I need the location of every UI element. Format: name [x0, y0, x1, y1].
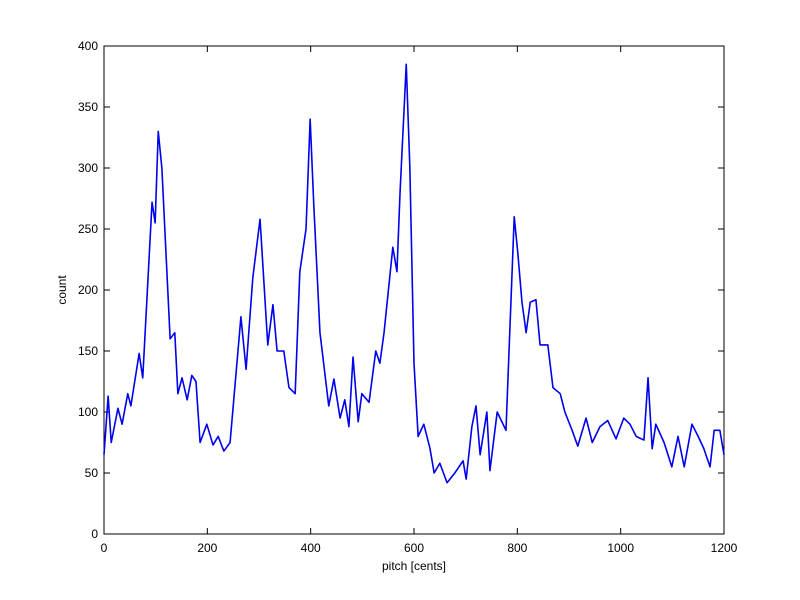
x-tick-label: 600: [404, 541, 424, 555]
y-tick-label: 100: [78, 405, 98, 419]
x-axis-label: pitch [cents]: [382, 559, 446, 573]
x-tick-label: 1200: [711, 541, 738, 555]
y-tick-label: 250: [78, 222, 98, 236]
data-line: [103, 63, 725, 484]
y-tick-label: 50: [85, 466, 99, 480]
y-tick-label: 300: [78, 161, 98, 175]
x-tick-label: 800: [507, 541, 527, 555]
y-tick-label: 350: [78, 100, 98, 114]
y-tick-label: 0: [91, 527, 98, 541]
x-tick-label: 400: [301, 541, 321, 555]
y-axis-label: count: [55, 275, 69, 305]
y-tick-label: 150: [78, 344, 98, 358]
x-tick-label: 200: [197, 541, 217, 555]
x-tick-label: 1000: [607, 541, 634, 555]
y-tick-label: 400: [78, 39, 98, 53]
y-tick-label: 200: [78, 283, 98, 297]
x-tick-label: 0: [101, 541, 108, 555]
